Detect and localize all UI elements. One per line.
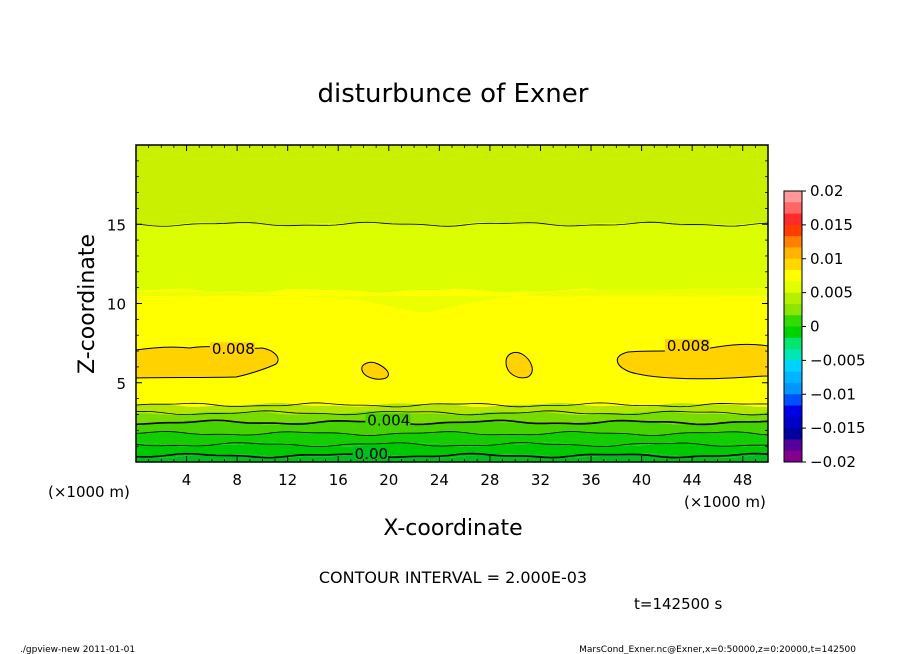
contour-label: 0.008 — [667, 337, 710, 355]
contour-label-bg — [209, 342, 255, 358]
colorbar-swatch — [784, 202, 802, 215]
contour-line — [135, 431, 769, 436]
contour-line — [135, 442, 769, 448]
colorbar-swatch — [784, 337, 802, 350]
contour-band — [136, 288, 768, 408]
x-axis: 4 8 12 16 20 24 28 32 36 40 44 48 — [148, 145, 756, 489]
x-tick-label: 48 — [733, 471, 752, 489]
colorbar-swatch — [784, 371, 802, 384]
contour-band — [136, 222, 768, 293]
contour-label: 0.008 — [212, 340, 255, 358]
colorbar-swatch — [784, 349, 802, 361]
contour-label-bg — [664, 339, 710, 355]
x-tick-label: 32 — [531, 471, 550, 489]
colorbar-swatch — [784, 405, 802, 418]
y-tick-label: 10 — [107, 296, 126, 314]
colorbar-label: −0.015 — [810, 419, 866, 437]
colorbar-swatch — [784, 258, 802, 271]
contour-band — [136, 288, 768, 313]
x-tick-label: 36 — [581, 471, 600, 489]
x-tick-label: 16 — [329, 471, 348, 489]
contour-band — [136, 402, 768, 415]
colorbar-swatch — [784, 236, 802, 248]
colorbar-swatch — [784, 224, 802, 237]
y-axis-label: Z-coordinate — [75, 234, 100, 374]
x-tick-label: 44 — [683, 471, 702, 489]
contour-band — [136, 431, 768, 447]
time-stamp: t=142500 s — [634, 595, 722, 613]
colorbar-label: 0.005 — [810, 284, 853, 302]
colorbar: 0.02 0.015 0.01 0.005 0 −0.005 −0.01 −0.015 −0.0… — [783, 182, 866, 471]
x-axis-label: X-coordinate — [383, 516, 522, 541]
contour-region-0008-small2 — [505, 351, 533, 379]
colorbar-label: 0.01 — [810, 250, 843, 268]
x-unit-left: (×1000 m) — [48, 483, 130, 501]
footer-right: MarsCond_Exner.nc@Exner,x=0:50000,z=0:20… — [579, 645, 856, 654]
colorbar-swatch — [784, 360, 802, 373]
colorbar-swatch — [784, 270, 802, 282]
y-tick-label: 5 — [116, 375, 126, 393]
y-axis: 5 10 15 — [107, 160, 768, 447]
colorbar-swatch — [784, 281, 802, 294]
colorbar-swatch — [784, 247, 802, 260]
colorbar-label: −0.01 — [810, 385, 856, 403]
colorbar-swatch — [784, 428, 802, 440]
contour-band — [136, 453, 768, 462]
footer-left: ./gpview-new 2011-01-01 — [20, 645, 135, 654]
contour-line — [135, 419, 769, 426]
colorbar-label: −0.02 — [810, 453, 856, 471]
x-tick-label: 40 — [632, 471, 651, 489]
chart-title: disturbunce of Exner — [318, 79, 589, 109]
colorbar-swatch — [784, 326, 802, 339]
contour-label: 0.004 — [367, 412, 410, 430]
plot-area: 0.008 0.008 0.004 0.00 — [135, 145, 769, 463]
colorbar-swatch — [784, 303, 802, 316]
contour-region-0008-small1 — [361, 361, 389, 380]
colorbar-swatch — [784, 315, 802, 327]
colorbar-label: 0.015 — [810, 216, 853, 234]
x-tick-label: 28 — [480, 471, 499, 489]
colorbar-swatch — [784, 213, 802, 226]
colorbar-swatch — [784, 450, 802, 463]
colorbar-swatch — [784, 394, 802, 407]
x-unit-right: (×1000 m) — [684, 493, 766, 511]
colorbar-swatch — [784, 191, 802, 203]
colorbar-label: 0 — [810, 318, 820, 336]
colorbar-swatch — [784, 439, 802, 452]
contour-interval: CONTOUR INTERVAL = 2.000E-03 — [319, 568, 587, 587]
contour-line — [135, 452, 769, 459]
colorbar-label: −0.005 — [810, 351, 866, 369]
x-tick-label: 20 — [379, 471, 398, 489]
y-tick-label: 15 — [107, 216, 126, 234]
colorbar-swatch — [784, 416, 802, 429]
contour-label-bg — [365, 413, 411, 429]
x-tick-label: 4 — [182, 471, 192, 489]
contour-line — [135, 410, 769, 416]
contour-band — [136, 145, 768, 227]
colorbar-label: 0.02 — [810, 182, 843, 200]
x-tick-label: 12 — [278, 471, 297, 489]
x-tick-label: 24 — [430, 471, 449, 489]
colorbar-swatch — [784, 382, 802, 395]
contour-label-bg — [352, 446, 389, 462]
contour-line — [135, 221, 769, 227]
colorbar-swatch — [784, 292, 802, 305]
x-tick-label: 8 — [232, 471, 242, 489]
contour-line — [135, 402, 769, 408]
contour-label: 0.00 — [355, 445, 388, 463]
